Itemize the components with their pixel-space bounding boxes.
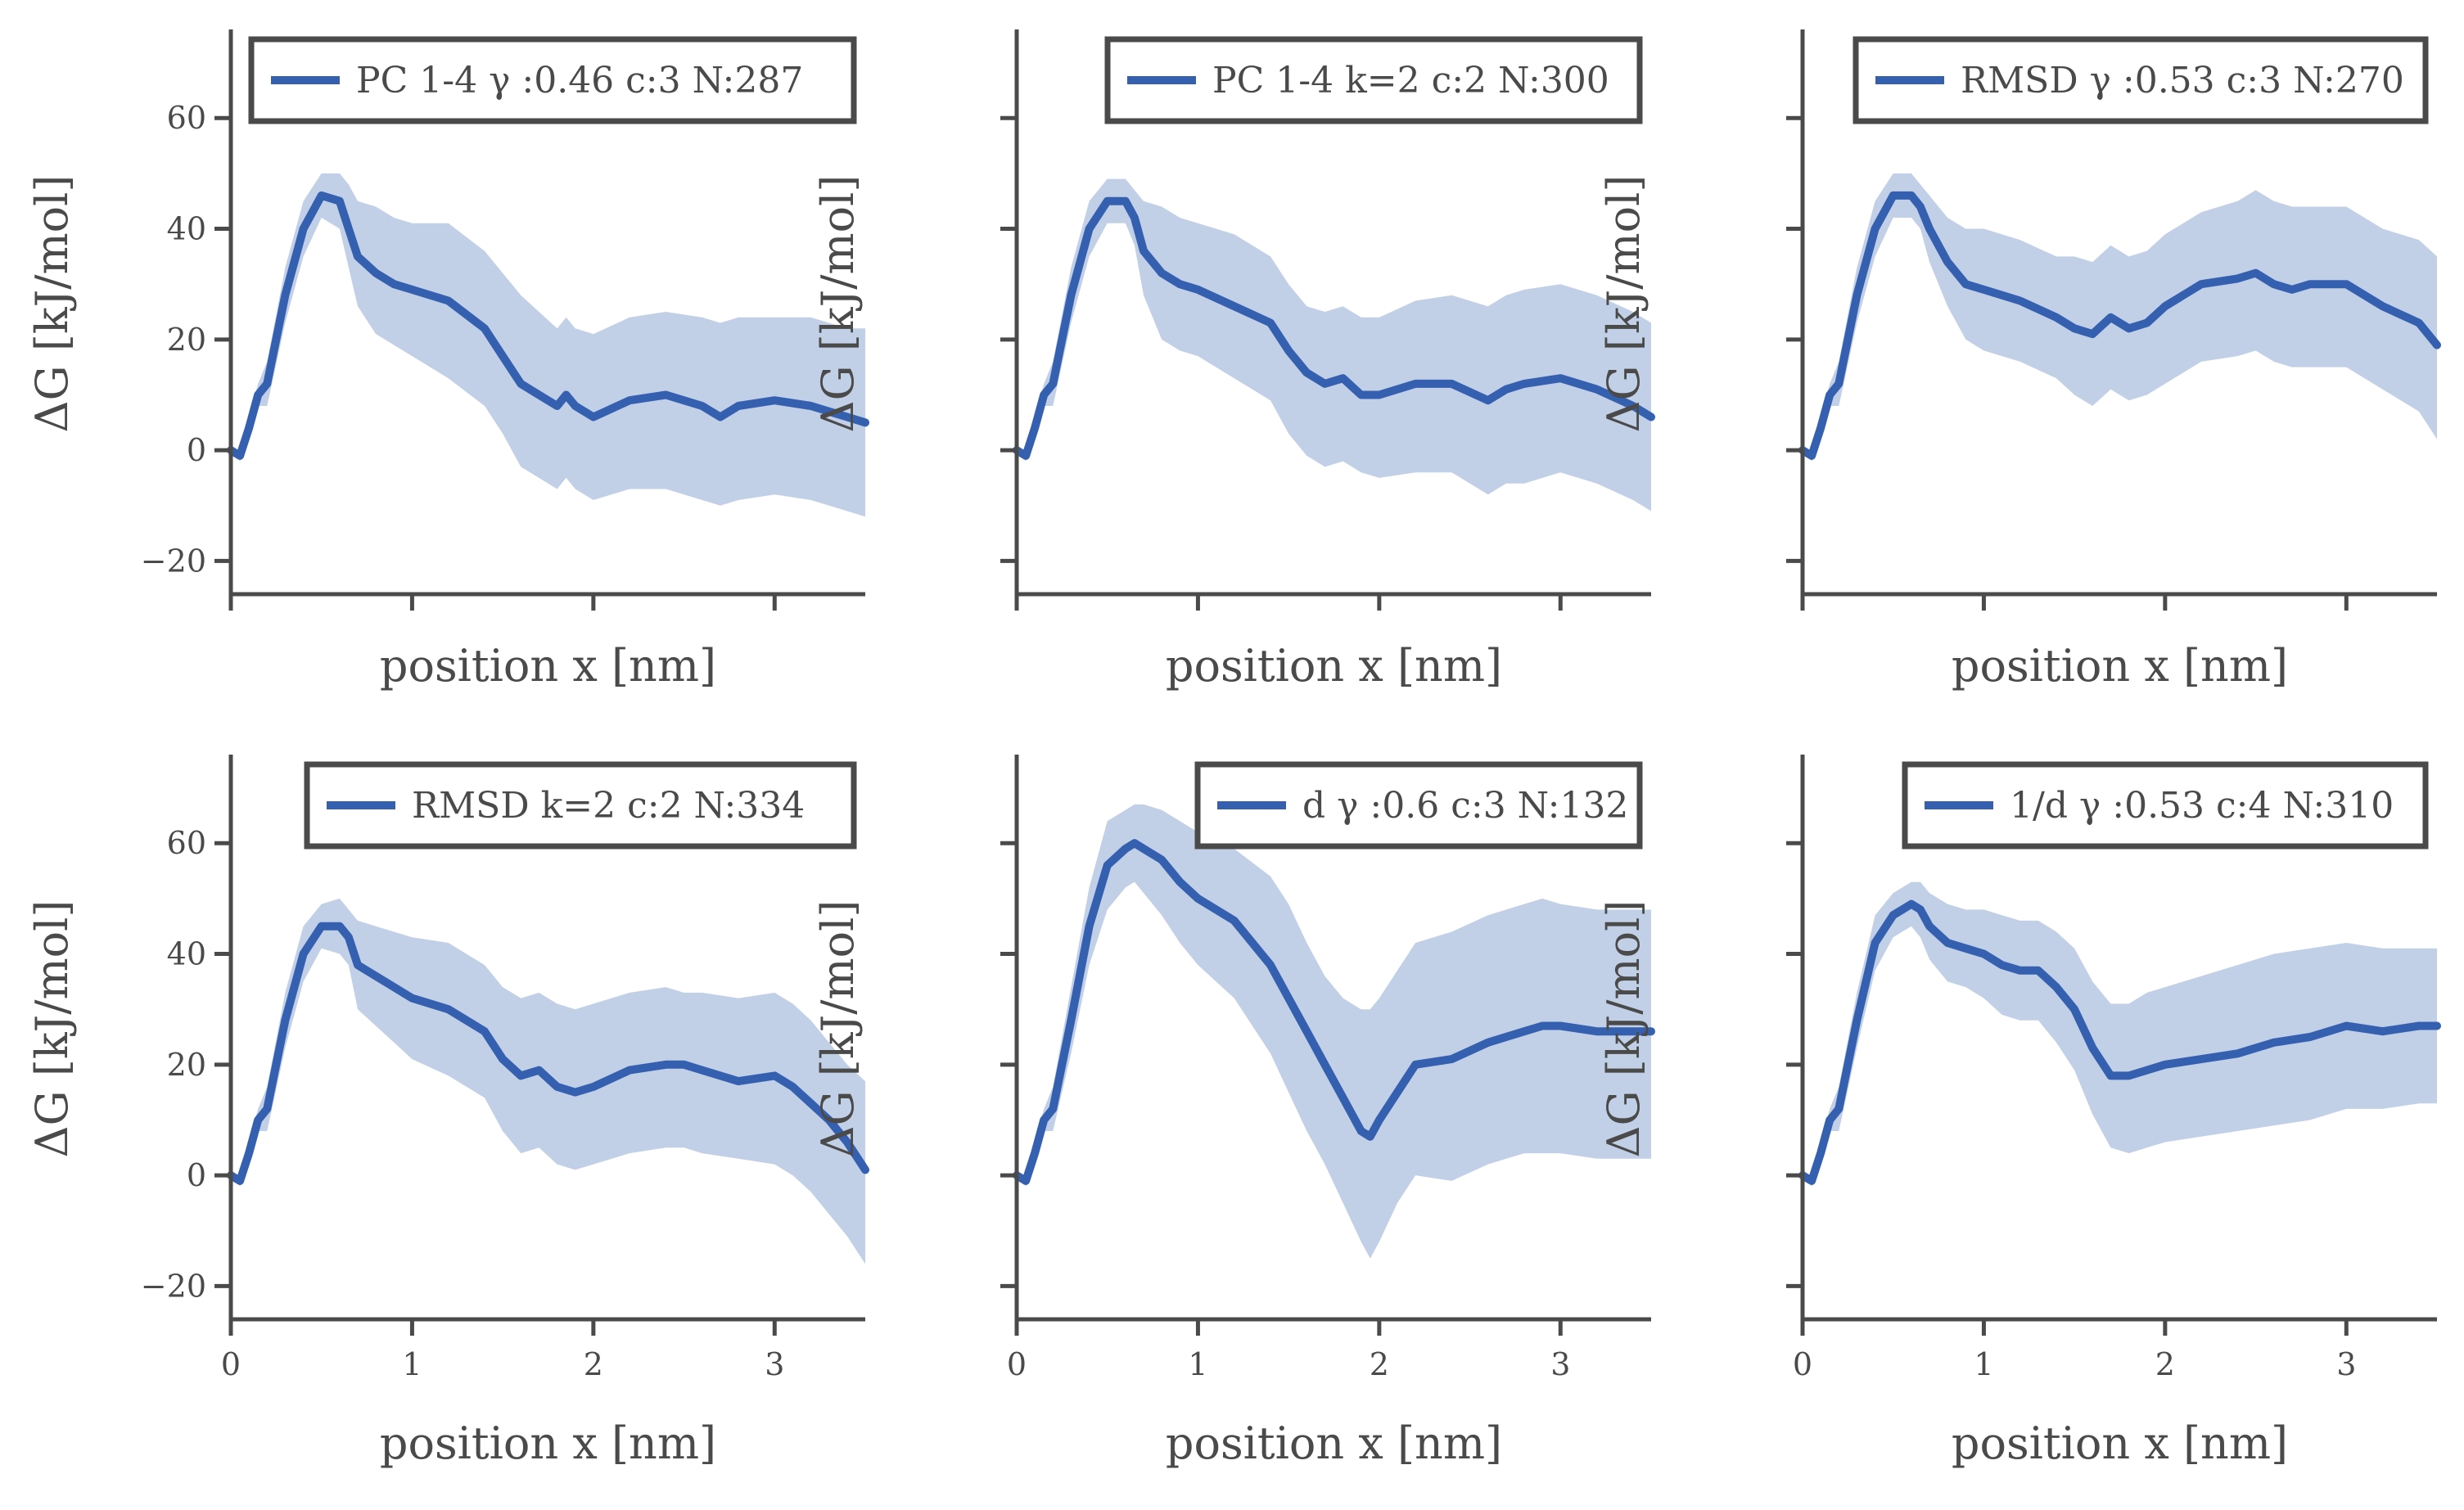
uncertainty-band xyxy=(1803,881,2437,1187)
legend-label: d γ :0.6 c:3 N:132 xyxy=(1302,785,1628,827)
y-tick-label: −20 xyxy=(141,543,206,579)
legend-box xyxy=(248,36,857,124)
y-axis-label: ΔG [kJ/mol] xyxy=(812,900,864,1158)
y-tick-label: 40 xyxy=(167,936,206,972)
y-tick-label: 0 xyxy=(187,432,206,468)
y-tick-label: 0 xyxy=(187,1157,206,1193)
y-tick-label: 20 xyxy=(167,1047,206,1083)
x-tick-label: 2 xyxy=(584,1346,603,1382)
x-tick-label: 2 xyxy=(2155,1346,2175,1382)
subplot-6: 0 1 2 3 position x [nm] ΔG [kJ/mol] 1/d γ :0.5… xyxy=(1598,755,2441,1469)
legend-label: RMSD γ :0.53 c:3 N:270 xyxy=(1961,60,2404,101)
legend-box xyxy=(1104,36,1643,124)
y-tick-label: −20 xyxy=(141,1268,206,1304)
legend-box xyxy=(304,761,857,850)
legend-label: 1/d γ :0.53 c:4 N:310 xyxy=(2010,785,2394,827)
subplot-4: −20 0 20 40 60 0 1 2 3 position x [nm] ΔG [kJ/mol]… xyxy=(26,755,869,1469)
uncertainty-band xyxy=(231,173,865,517)
x-tick-label: 3 xyxy=(1550,1346,1570,1382)
x-axis-label: position x [nm] xyxy=(1952,640,2288,692)
free-energy-line xyxy=(1013,839,1655,1185)
x-tick-label: 0 xyxy=(1793,1346,1812,1382)
x-axis-label: position x [nm] xyxy=(1166,640,1502,692)
legend-label: PC 1-4 k=2 c:2 N:300 xyxy=(1212,60,1609,101)
x-axis-label: position x [nm] xyxy=(1952,1418,2288,1469)
x-tick-label: 3 xyxy=(765,1346,784,1382)
x-tick-label: 1 xyxy=(1188,1346,1207,1382)
x-axis-label: position x [nm] xyxy=(380,1418,716,1469)
uncertainty-band xyxy=(1017,178,1651,512)
legend-box xyxy=(1902,761,2429,850)
free-energy-line xyxy=(227,922,869,1185)
x-tick-label: 0 xyxy=(1007,1346,1027,1382)
x-tick-label: 1 xyxy=(402,1346,422,1382)
y-axis-label: ΔG [kJ/mol] xyxy=(26,175,78,433)
y-tick-label: 20 xyxy=(167,322,206,358)
free-energy-line xyxy=(1013,196,1655,460)
y-tick-label: 60 xyxy=(167,100,206,136)
subplot-1: −20 0 20 40 60 position x [nm] ΔG [kJ/mol] PC 1… xyxy=(26,29,869,692)
free-energy-line xyxy=(1798,899,2441,1185)
uncertainty-band xyxy=(1803,173,2437,462)
y-axis-label: ΔG [kJ/mol] xyxy=(1598,175,1649,433)
y-tick-label: 40 xyxy=(167,211,206,247)
free-energy-line xyxy=(227,191,869,460)
subplot-5: 0 1 2 3 position x [nm] ΔG [kJ/mol] d γ :0.6 c… xyxy=(812,755,1655,1469)
y-axis-label: ΔG [kJ/mol] xyxy=(1598,900,1649,1158)
subplot-2: position x [nm] ΔG [kJ/mol] PC 1-4 k=2 c:2… xyxy=(812,29,1655,692)
x-tick-label: 2 xyxy=(1370,1346,1389,1382)
x-tick-label: 0 xyxy=(221,1346,241,1382)
y-axis-label: ΔG [kJ/mol] xyxy=(812,175,864,433)
y-axis-label: ΔG [kJ/mol] xyxy=(26,900,78,1158)
free-energy-line xyxy=(1798,191,2441,460)
uncertainty-band xyxy=(1017,804,1651,1259)
legend-label: RMSD k=2 c:2 N:334 xyxy=(412,785,805,827)
y-tick-label: 60 xyxy=(167,825,206,861)
legend-box xyxy=(1853,36,2429,124)
x-tick-label: 3 xyxy=(2336,1346,2356,1382)
x-axis-label: position x [nm] xyxy=(380,640,716,692)
subplot-3: position x [nm] ΔG [kJ/mol] RMSD γ :0.53 c… xyxy=(1598,29,2441,692)
x-tick-label: 1 xyxy=(1974,1346,1993,1382)
legend-label: PC 1-4 γ :0.46 c:3 N:287 xyxy=(356,60,803,101)
x-axis-label: position x [nm] xyxy=(1166,1418,1502,1469)
